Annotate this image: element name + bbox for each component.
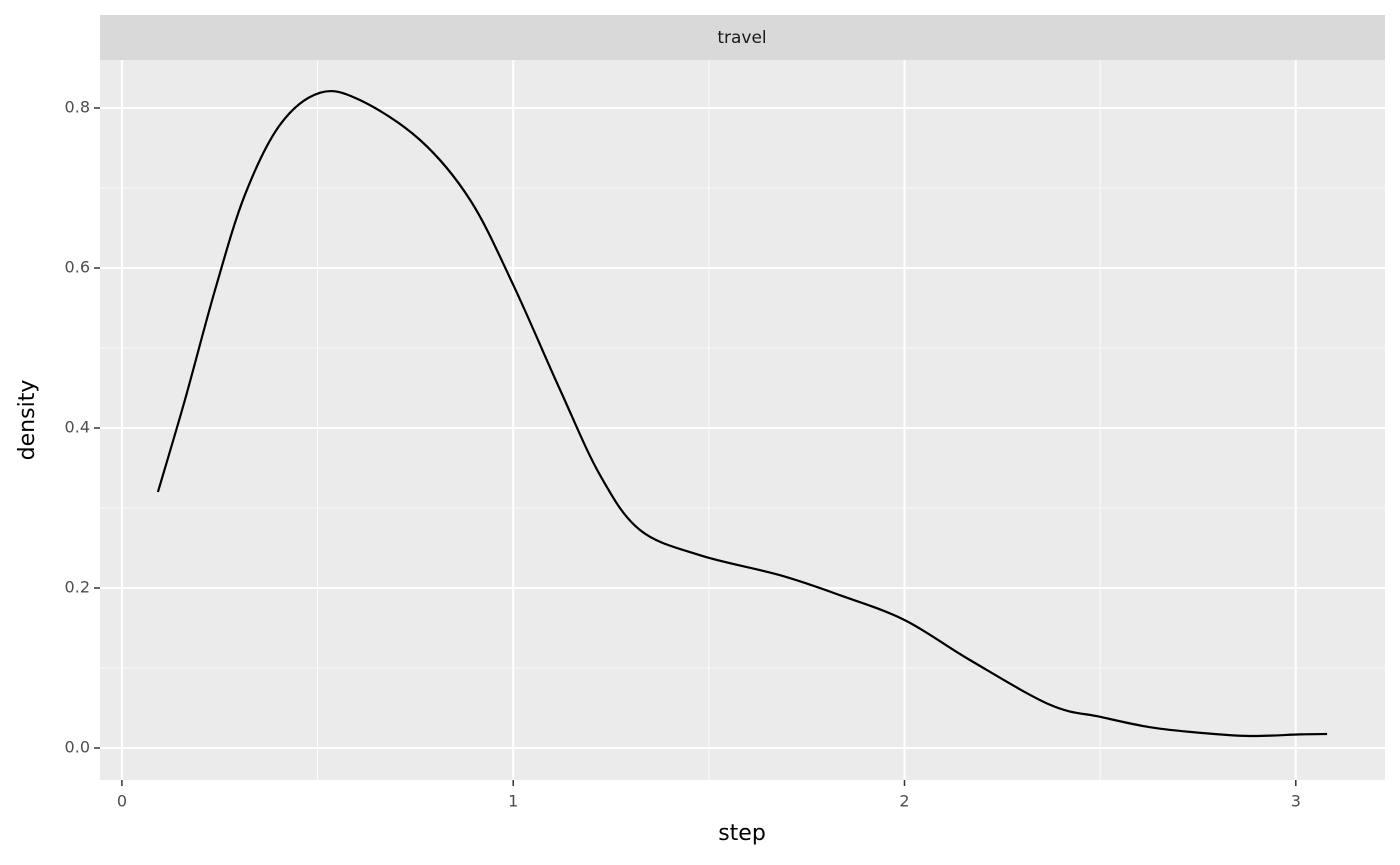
strip [100, 15, 1385, 60]
x-axis-title: step [718, 821, 766, 846]
y-tick-label: 0.8 [65, 98, 90, 117]
x-tick-label: 0 [117, 792, 127, 811]
x-tick-label: 2 [899, 792, 909, 811]
x-tick-label: 1 [508, 792, 518, 811]
y-tick-label: 0.6 [65, 258, 90, 277]
x-tick-label: 3 [1291, 792, 1301, 811]
y-axis-title: density [15, 380, 40, 461]
density-line [156, 89, 1328, 738]
y-tick-label: 0.0 [65, 738, 90, 757]
y-tick-label: 0.2 [65, 578, 90, 597]
y-tick-label: 0.4 [65, 418, 90, 437]
panel [100, 60, 1385, 780]
strip-label: travel [717, 28, 766, 48]
